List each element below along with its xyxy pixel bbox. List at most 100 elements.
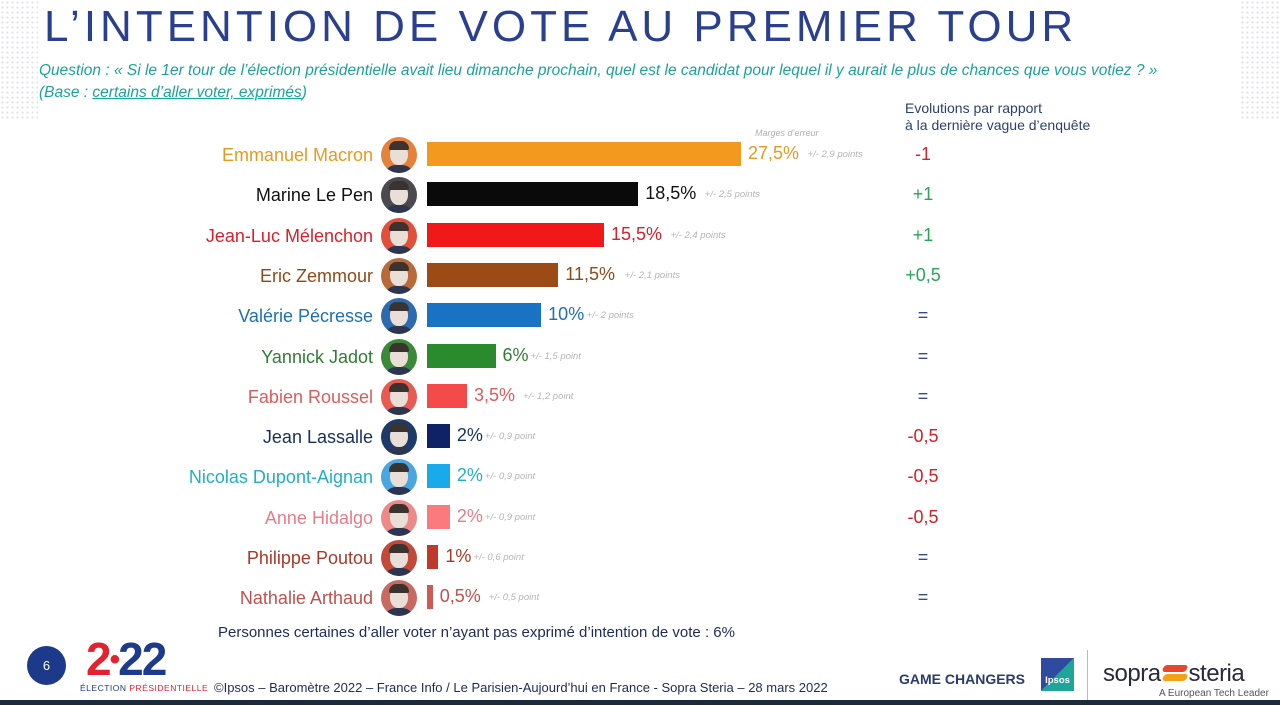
source-credit: ©Ipsos – Baromètre 2022 – France Info / … bbox=[214, 680, 828, 695]
candidate-row: Marine Le Pen 18,5% +/- 2,5 points +1 bbox=[0, 175, 1280, 215]
evolutions-header: Evolutions par rapport à la dernière vag… bbox=[905, 100, 1090, 134]
candidate-row: Philippe Poutou 1% +/- 0,6 point = bbox=[0, 538, 1280, 578]
margin-of-error: +/- 1,5 point bbox=[530, 350, 581, 362]
bottom-band bbox=[0, 700, 1280, 705]
ipsos-logo: Ipsos bbox=[1041, 658, 1074, 691]
margin-of-error: +/- 2 points bbox=[586, 310, 634, 322]
sopra-steria-logo: sopra steria bbox=[1103, 660, 1245, 687]
candidate-avatar-icon bbox=[381, 540, 417, 576]
candidate-name: Yannick Jadot bbox=[261, 346, 373, 367]
evolution-value: +1 bbox=[912, 224, 934, 245]
evolution-value: -0,5 bbox=[907, 466, 939, 487]
candidate-name: Anne Hidalgo bbox=[264, 507, 373, 528]
bar bbox=[427, 303, 542, 328]
base-prefix: (Base : bbox=[39, 84, 93, 101]
margin-of-error: +/- 0,9 point bbox=[484, 471, 536, 483]
candidate-name: Nicolas Dupont-Aignan bbox=[188, 467, 373, 488]
logo-2022-subtitle: ÉLECTION PRÉSIDENTIELLE bbox=[80, 683, 209, 693]
bar bbox=[427, 142, 741, 166]
bar bbox=[427, 343, 496, 368]
candidate-avatar-icon bbox=[381, 580, 417, 617]
footnote: Personnes certaines d’aller voter n’ayan… bbox=[218, 624, 735, 641]
candidate-name: Jean Lassalle bbox=[262, 427, 373, 448]
data-label: 10% bbox=[548, 304, 585, 325]
candidate-avatar-icon bbox=[381, 378, 417, 415]
candidate-avatar-icon bbox=[381, 217, 417, 254]
margin-of-error: +/- 2,9 points bbox=[807, 149, 863, 160]
margin-of-error: +/- 0,9 point bbox=[484, 431, 536, 443]
sopra-steria-tagline: A European Tech Leader bbox=[1159, 688, 1269, 699]
logo-divider bbox=[1087, 650, 1088, 700]
evolution-value: +1 bbox=[912, 184, 934, 205]
candidate-row: Jean Lassalle 2% +/- 0,9 point -0,5 bbox=[0, 417, 1280, 457]
data-label: 1% bbox=[445, 546, 472, 566]
margin-of-error: +/- 1,2 point bbox=[522, 390, 574, 402]
data-label: 27,5% bbox=[748, 143, 800, 163]
bar bbox=[427, 464, 450, 489]
base-link[interactable]: certains d’aller voter, exprimés bbox=[92, 84, 302, 101]
margin-of-error: +/- 0,9 point bbox=[484, 511, 536, 523]
data-label: 15,5% bbox=[610, 223, 663, 244]
data-label: 2% bbox=[456, 505, 483, 526]
evolution-value: -0,5 bbox=[907, 426, 939, 447]
evolution-value: = bbox=[917, 305, 929, 326]
bar bbox=[427, 504, 450, 529]
bar bbox=[427, 585, 433, 610]
candidate-name: Valérie Pécresse bbox=[238, 306, 373, 327]
evolution-value: = bbox=[917, 385, 929, 406]
candidate-row: Jean-Luc Mélenchon 15,5% +/- 2,4 points +1 bbox=[0, 216, 1280, 256]
evolutions-header-line2: à la dernière vague d’enquête bbox=[905, 117, 1091, 133]
sopra-steria-mark-icon bbox=[1161, 664, 1188, 682]
candidate-name: Jean-Luc Mélenchon bbox=[205, 225, 373, 246]
base-suffix: ) bbox=[301, 84, 307, 101]
survey-question: Question : « Si le 1er tour de l’électio… bbox=[39, 62, 1158, 79]
margin-of-error: +/- 2,5 points bbox=[704, 189, 760, 201]
candidate-name: Fabien Roussel bbox=[247, 386, 373, 407]
candidate-name: Marine Le Pen bbox=[255, 185, 373, 206]
page-title: L’INTENTION DE VOTE AU PREMIER TOUR bbox=[44, 2, 1078, 51]
data-label: 11,5% bbox=[565, 263, 615, 284]
margin-of-error: +/- 0,5 point bbox=[488, 592, 540, 604]
logo-2022-mark: 2•22 bbox=[86, 633, 167, 685]
candidate-avatar-icon bbox=[381, 338, 417, 375]
evolution-value: = bbox=[917, 547, 929, 567]
evolution-value: = bbox=[917, 345, 929, 366]
bar bbox=[427, 222, 604, 247]
candidate-avatar-icon bbox=[381, 298, 417, 335]
candidate-name: Nathalie Arthaud bbox=[239, 588, 373, 609]
data-label: 0,5% bbox=[439, 586, 481, 607]
margin-of-error: +/- 0,6 point bbox=[473, 552, 524, 563]
candidate-row: Valérie Pécresse 10% +/- 2 points = bbox=[0, 296, 1280, 336]
margin-of-error: +/- 2,4 points bbox=[670, 229, 726, 241]
margin-of-error: +/- 2,1 points bbox=[624, 269, 680, 281]
decorative-dots-left bbox=[0, 0, 38, 120]
data-label: 3,5% bbox=[473, 384, 515, 405]
candidate-row: Eric Zemmour 11,5% +/- 2,1 points +0,5 bbox=[0, 256, 1280, 296]
candidate-row: Nathalie Arthaud 0,5% +/- 0,5 point = bbox=[0, 578, 1280, 618]
candidate-name: Philippe Poutou bbox=[246, 548, 373, 568]
game-changers-label: GAME CHANGERS bbox=[899, 671, 1026, 687]
bar bbox=[427, 424, 450, 449]
candidate-name: Eric Zemmour bbox=[259, 265, 373, 286]
candidate-avatar-icon bbox=[381, 137, 417, 173]
candidate-row: Nicolas Dupont-Aignan 2% +/- 0,9 point -0,5 bbox=[0, 457, 1280, 497]
candidate-row: Emmanuel Macron 27,5% +/- 2,9 points -1 bbox=[0, 135, 1280, 175]
bar bbox=[427, 262, 559, 287]
candidate-avatar-icon bbox=[381, 459, 417, 496]
candidate-row: Anne Hidalgo 2% +/- 0,9 point -0,5 bbox=[0, 498, 1280, 538]
bar bbox=[427, 545, 439, 569]
page-number: 6 bbox=[27, 646, 66, 685]
election-2022-logo: 2•22 ÉLECTION PRÉSIDENTIELLE bbox=[80, 636, 210, 696]
evolution-value: -1 bbox=[914, 144, 931, 164]
bar bbox=[427, 182, 639, 207]
candidate-row: Fabien Roussel 3,5% +/- 1,2 point = bbox=[0, 377, 1280, 417]
candidate-name: Emmanuel Macron bbox=[221, 145, 373, 165]
evolution-value: +0,5 bbox=[905, 264, 941, 285]
margins-header: Marges d’erreur bbox=[755, 128, 819, 138]
evolutions-header-line1: Evolutions par rapport bbox=[905, 100, 1042, 116]
candidate-avatar-icon bbox=[381, 257, 417, 294]
evolution-value: = bbox=[917, 587, 929, 608]
data-label: 6% bbox=[502, 344, 529, 365]
candidate-avatar-icon bbox=[381, 177, 417, 214]
data-label: 2% bbox=[456, 425, 483, 446]
